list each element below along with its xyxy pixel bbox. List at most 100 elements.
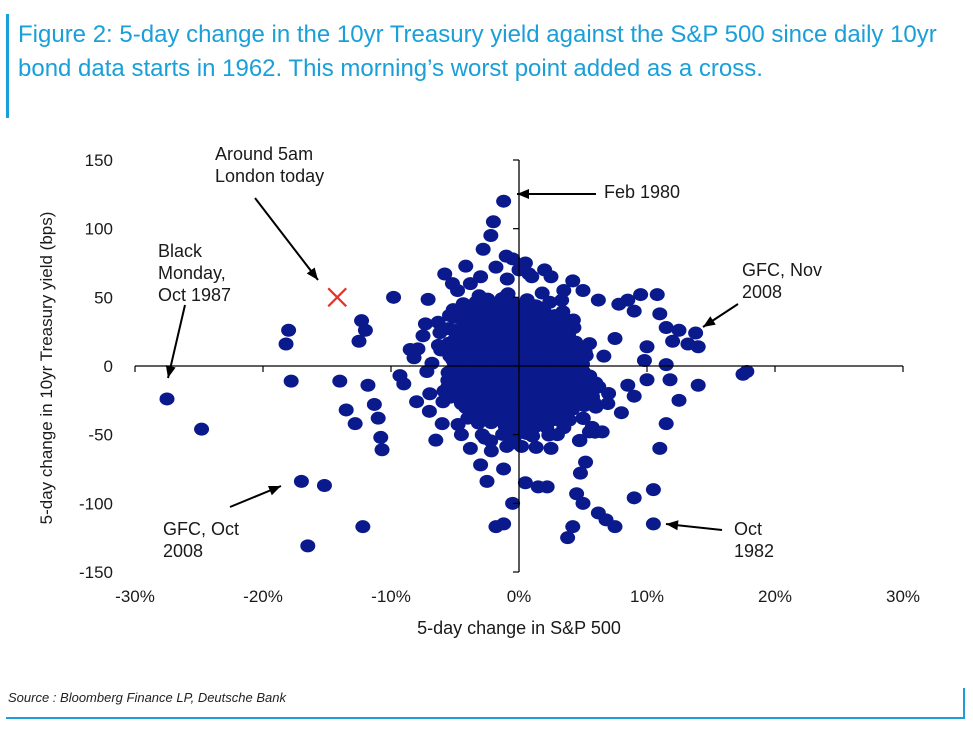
data-point bbox=[601, 386, 617, 400]
data-point bbox=[529, 303, 545, 317]
data-point bbox=[505, 252, 521, 266]
data-point bbox=[357, 323, 373, 337]
data-point bbox=[547, 361, 563, 375]
data-point bbox=[645, 517, 661, 531]
data-point bbox=[542, 295, 558, 309]
data-point bbox=[671, 323, 687, 337]
annotation-text: Black bbox=[158, 241, 203, 261]
y-tick-label: 50 bbox=[94, 288, 113, 307]
data-point bbox=[450, 283, 466, 297]
annotation: Feb 1980 bbox=[517, 182, 680, 202]
data-point bbox=[488, 520, 504, 534]
data-point bbox=[462, 277, 478, 291]
tick-labels: -30% -20% -10% 0% 10% 20% 30% 150 100 50 0 -50 -100 -… bbox=[79, 151, 920, 606]
data-point bbox=[485, 215, 501, 229]
data-point bbox=[517, 476, 533, 490]
data-point bbox=[528, 440, 544, 454]
data-point bbox=[447, 332, 463, 346]
data-point bbox=[347, 417, 363, 431]
data-point bbox=[420, 292, 436, 306]
data-point bbox=[472, 321, 488, 335]
data-point bbox=[600, 397, 616, 411]
annotation-text: 1982 bbox=[734, 541, 774, 561]
data-point bbox=[445, 342, 461, 356]
data-point bbox=[477, 383, 493, 397]
data-point bbox=[505, 409, 521, 423]
data-point bbox=[539, 480, 555, 494]
data-point bbox=[577, 345, 593, 359]
x-tick-label: -30% bbox=[115, 587, 155, 606]
axis-labels: 5-day change in S&P 500 5-day change in 1… bbox=[37, 212, 621, 638]
cross-marker bbox=[327, 287, 348, 308]
data-point bbox=[458, 303, 474, 317]
annotation-text: Feb 1980 bbox=[604, 182, 680, 202]
data-point bbox=[446, 310, 462, 324]
data-point bbox=[434, 417, 450, 431]
data-point bbox=[645, 483, 661, 497]
x-tick-label: -20% bbox=[243, 587, 283, 606]
x-tick-label: 30% bbox=[886, 587, 920, 606]
data-point bbox=[525, 389, 541, 403]
annotation-text: Oct bbox=[734, 519, 762, 539]
data-point bbox=[453, 428, 469, 442]
data-point bbox=[515, 416, 531, 430]
data-point bbox=[462, 441, 478, 455]
data-point bbox=[194, 422, 210, 436]
data-point bbox=[457, 395, 473, 409]
data-point bbox=[441, 381, 457, 395]
data-point bbox=[568, 356, 584, 370]
data-point bbox=[496, 194, 512, 208]
data-point bbox=[473, 458, 489, 472]
data-point bbox=[430, 315, 446, 329]
annotation-text: 2008 bbox=[742, 282, 782, 302]
data-point bbox=[495, 427, 511, 441]
y-tick-label: -100 bbox=[79, 494, 113, 513]
data-point bbox=[415, 329, 431, 343]
annotation-text: Oct 1987 bbox=[158, 285, 231, 305]
data-point bbox=[491, 408, 507, 422]
footer-rule bbox=[6, 717, 965, 719]
data-point bbox=[483, 434, 499, 448]
data-point bbox=[421, 404, 437, 418]
source-note: Source : Bloomberg Finance LP, Deutsche … bbox=[8, 690, 286, 705]
y-tick-label: 100 bbox=[85, 220, 113, 239]
data-point bbox=[607, 332, 623, 346]
data-point bbox=[671, 393, 687, 407]
data-point bbox=[607, 520, 623, 534]
data-point bbox=[739, 364, 755, 378]
data-point bbox=[370, 411, 386, 425]
data-point bbox=[409, 395, 425, 409]
data-point bbox=[690, 378, 706, 392]
data-point bbox=[360, 378, 376, 392]
data-point bbox=[539, 402, 555, 416]
data-point bbox=[316, 478, 332, 492]
data-point bbox=[463, 366, 479, 380]
data-point bbox=[576, 399, 592, 413]
arrow-head bbox=[703, 316, 716, 327]
data-point bbox=[575, 389, 591, 403]
data-point bbox=[633, 288, 649, 302]
data-point bbox=[554, 413, 570, 427]
data-point bbox=[658, 358, 674, 372]
data-point bbox=[355, 520, 371, 534]
data-point bbox=[483, 444, 499, 458]
data-point bbox=[374, 443, 390, 457]
data-point bbox=[281, 323, 297, 337]
axes-layer bbox=[134, 159, 904, 573]
x-tick-label: 20% bbox=[758, 587, 792, 606]
data-point bbox=[510, 309, 526, 323]
data-point bbox=[652, 307, 668, 321]
arrow-head bbox=[165, 365, 176, 378]
data-point bbox=[485, 338, 501, 352]
data-point bbox=[578, 455, 594, 469]
arrow-head bbox=[268, 485, 281, 496]
arrow-head bbox=[306, 267, 318, 280]
annotation-text: 2008 bbox=[163, 541, 203, 561]
data-point bbox=[565, 520, 581, 534]
x-tick-label: -10% bbox=[371, 587, 411, 606]
arrow-line bbox=[254, 197, 319, 281]
data-point bbox=[575, 283, 591, 297]
